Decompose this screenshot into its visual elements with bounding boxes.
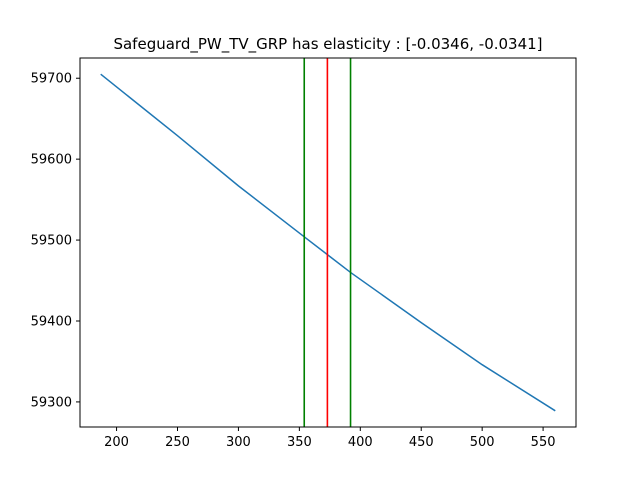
x-tick-label-200: 200 — [104, 435, 129, 450]
x-tick-label-500: 500 — [470, 435, 495, 450]
y-tick-label-59700: 59700 — [31, 72, 72, 87]
x-tick-label-450: 450 — [409, 435, 434, 450]
plot-area — [100, 58, 556, 427]
x-axis: 200 250 300 350 400 450 500 550 — [104, 427, 556, 450]
y-tick-label-59500: 59500 — [31, 234, 72, 249]
x-tick-label-250: 250 — [165, 435, 190, 450]
x-tick-label-550: 550 — [531, 435, 556, 450]
x-tick-label-400: 400 — [348, 435, 373, 450]
axes-frame — [79, 57, 577, 428]
y-tick-label-59600: 59600 — [31, 153, 72, 168]
y-tick-label-59300: 59300 — [31, 395, 72, 410]
x-tick-label-350: 350 — [287, 435, 312, 450]
y-axis: 59300 59400 59500 59600 59700 — [31, 72, 80, 410]
chart-title: Safeguard_PW_TV_GRP has elasticity : [-0… — [113, 35, 542, 54]
x-tick-label-300: 300 — [226, 435, 251, 450]
y-tick-label-59400: 59400 — [31, 314, 72, 329]
